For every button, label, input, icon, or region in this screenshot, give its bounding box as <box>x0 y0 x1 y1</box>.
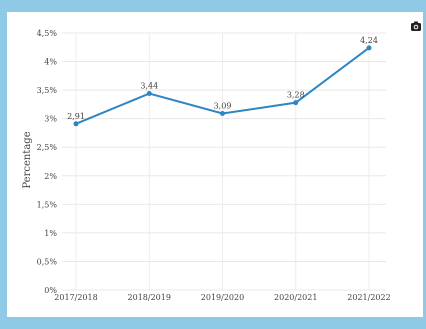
y-tick-label: 2% <box>44 172 57 181</box>
data-label: 3,44 <box>140 82 158 91</box>
y-tick-label: 3,5% <box>37 86 58 95</box>
y-tick-labels: 0% 0,5% 1% 1,5% 2% 2,5% 3% 3,5% 4% 4,5% <box>37 29 58 295</box>
y-tick-label: 1,5% <box>37 200 58 209</box>
x-tick-label: 2017/2018 <box>54 293 97 302</box>
data-point <box>146 91 152 97</box>
y-tick-label: 2,5% <box>37 143 58 152</box>
data-label: 3,28 <box>287 91 305 100</box>
x-tick-label: 2020/2021 <box>274 293 317 302</box>
data-label: 3,09 <box>214 102 232 111</box>
y-tick-label: 3% <box>44 115 57 124</box>
y-axis-label: Percentage <box>22 131 33 188</box>
x-tick-labels: 2017/2018 2018/2019 2019/2020 2020/2021 2021… <box>54 293 390 302</box>
data-label: 4,24 <box>360 36 378 45</box>
data-point <box>293 100 299 106</box>
grid-lines <box>62 32 386 291</box>
data-point <box>366 45 372 51</box>
x-tick-label: 2021/2022 <box>347 293 390 302</box>
series-group: 2,91 3,44 3,09 3,28 4,24 <box>67 36 378 127</box>
data-point <box>220 111 225 117</box>
y-tick-label: 1% <box>44 229 57 238</box>
x-tick-label: 2018/2019 <box>128 293 171 302</box>
y-tick-label: 0% <box>44 286 57 295</box>
data-point <box>73 121 79 127</box>
data-label: 2,91 <box>67 112 85 121</box>
x-tick-label: 2019/2020 <box>201 293 244 302</box>
y-tick-label: 4,5% <box>37 29 58 38</box>
y-tick-label: 4% <box>44 58 57 67</box>
y-tick-label: 0,5% <box>37 257 58 266</box>
camera-icon[interactable] <box>411 21 421 32</box>
